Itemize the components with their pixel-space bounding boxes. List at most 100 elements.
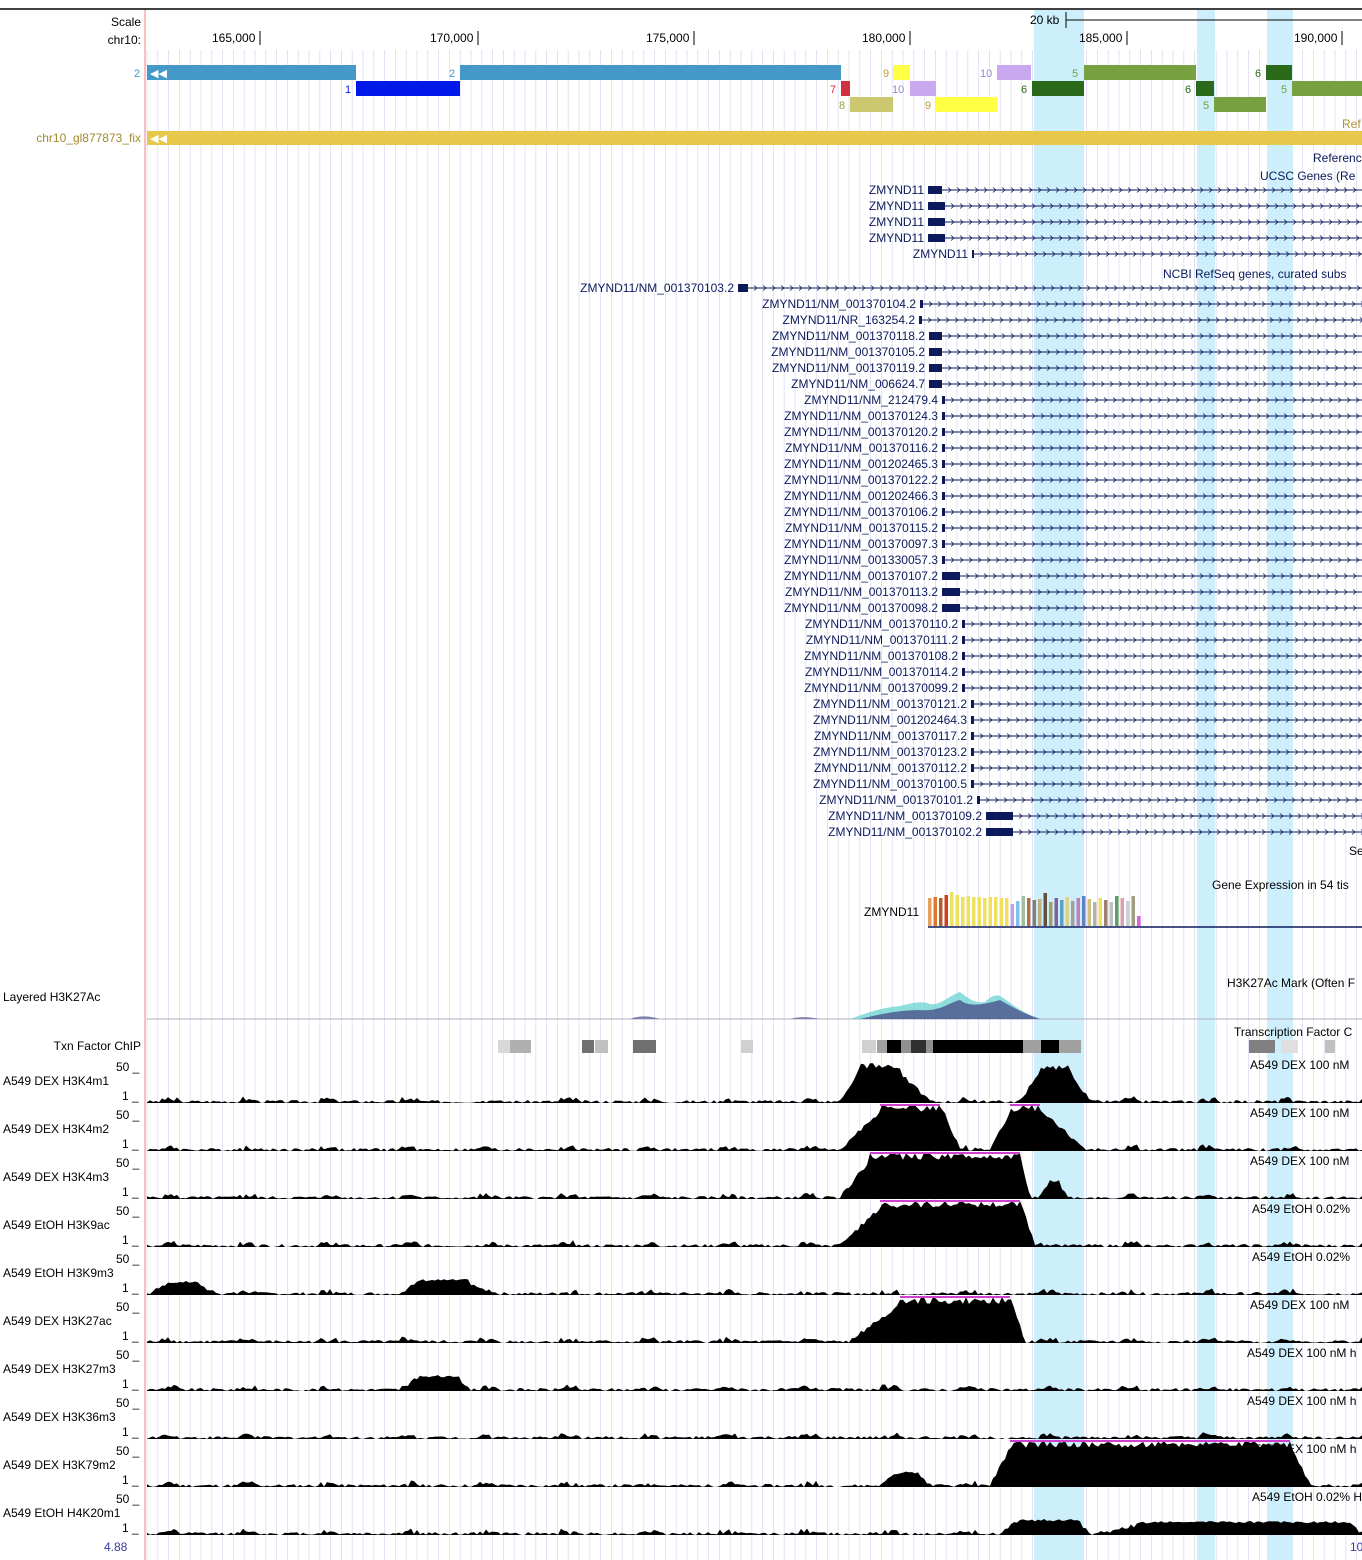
strand-arrow [1213, 653, 1218, 659]
gene-label[interactable]: ZMYND11/NM_001370097.3 [784, 537, 938, 551]
gtex-expression-bars[interactable] [0, 0, 1362, 940]
gene-label[interactable]: ZMYND11 [868, 215, 924, 229]
gene-label[interactable]: ZMYND11 [868, 183, 924, 197]
strand-arrow [1222, 637, 1227, 643]
gene-label[interactable]: ZMYND11/NM_212479.4 [804, 393, 938, 407]
gene-tracks[interactable] [0, 0, 1362, 860]
histone-track-label[interactable]: A549 DEX H3K4m3 [3, 1170, 110, 1184]
gene-label[interactable]: ZMYND11/NM_001202465.3 [784, 457, 938, 471]
gene-label[interactable]: ZMYND11 [912, 247, 968, 261]
strand-arrow [956, 187, 961, 193]
gtex-bar [944, 895, 948, 926]
strand-arrow [1090, 813, 1095, 819]
gene-label[interactable]: ZMYND11/NM_001370122.2 [784, 473, 938, 487]
strand-arrow [1186, 701, 1191, 707]
strand-arrow [1222, 733, 1227, 739]
gene-label[interactable]: ZMYND11/NM_001370100.5 [813, 777, 967, 791]
txn-factor-blocks[interactable] [0, 0, 1362, 1060]
histone-track-label[interactable]: A549 EtOH H3K9m3 [3, 1266, 114, 1280]
strand-arrow [1013, 429, 1018, 435]
strand-arrow [1184, 477, 1189, 483]
strand-arrow [1220, 429, 1225, 435]
strand-arrow [1274, 445, 1279, 451]
gene-label[interactable]: ZMYND11/NM_001370110.2 [805, 617, 958, 631]
gene-label[interactable]: ZMYND11/NM_001370116.2 [785, 441, 938, 455]
gene-label[interactable]: ZMYND11/NM_001370105.2 [771, 345, 925, 359]
gene-label[interactable]: ZMYND11/NM_001370108.2 [804, 649, 958, 663]
strand-arrow [1202, 219, 1207, 225]
gene-label[interactable]: ZMYND11/NR_163254.2 [782, 313, 915, 327]
alt-haplotype-track[interactable]: ◀◀◀◀2 2 9 10 5 61 7 10 6 68 9 55 [0, 0, 1362, 150]
strand-arrow [1018, 813, 1023, 819]
gene-label[interactable]: ZMYND11/NM_001370112.2 [814, 761, 967, 775]
gene-label[interactable]: ZMYND11/NM_001370102.2 [828, 825, 982, 839]
strand-arrow [968, 429, 973, 435]
txn-factor-label[interactable]: Txn Factor ChIP [53, 1039, 141, 1053]
gene-label[interactable]: ZMYND11 [868, 231, 924, 245]
gene-label[interactable]: ZMYND11/NM_001370117.2 [814, 729, 967, 743]
gene-label[interactable]: ZMYND11/NM_001370109.2 [828, 809, 982, 823]
histone-track-label[interactable]: A549 DEX H3K36m3 [3, 1410, 116, 1424]
gene-label[interactable]: ZMYND11/NM_001370104.2 [762, 297, 916, 311]
gene-label[interactable]: ZMYND11/NM_001370099.2 [804, 681, 958, 695]
gene-label[interactable]: ZMYND11/NM_001370098.2 [784, 601, 938, 615]
strand-arrow [1348, 733, 1353, 739]
layered-h3k27ac-signal[interactable] [0, 0, 1362, 1030]
histone-track-label[interactable]: A549 EtOH H3K9ac [3, 1218, 110, 1232]
strand-arrow [1348, 637, 1353, 643]
segment-number: 2 [449, 68, 455, 80]
gene-label[interactable]: ZMYND11/NM_001370119.2 [772, 361, 925, 375]
strand-arrow [1053, 317, 1058, 323]
strand-arrow [1100, 589, 1105, 595]
strand-arrow [1355, 219, 1360, 225]
gene-label[interactable]: ZMYND11/NM_001370103.2 [580, 281, 734, 295]
gene-label[interactable]: ZMYND11/NM_001370101.2 [819, 793, 973, 807]
gene-label[interactable]: ZMYND11/NM_001370123.2 [813, 745, 967, 759]
histone-track-label[interactable]: A549 DEX H3K4m1 [3, 1074, 110, 1088]
strand-arrow [1130, 557, 1135, 563]
gene-label[interactable]: ZMYND11/NM_001370115.2 [785, 521, 938, 535]
gene-label[interactable]: ZMYND11/NM_001370124.3 [784, 409, 938, 423]
strand-arrow [1357, 669, 1362, 675]
gene-label[interactable]: ZMYND11/NM_001370114.2 [805, 665, 958, 679]
alt-haplotype-label[interactable]: chr10_gl877873_fix [36, 131, 141, 145]
strand-arrow [1235, 365, 1240, 371]
strand-arrow [1096, 251, 1101, 257]
strand-arrow [1139, 413, 1144, 419]
gene-label[interactable]: ZMYND11/NM_001370120.2 [784, 425, 938, 439]
strand-arrow [1069, 251, 1074, 257]
strand-arrow [977, 525, 982, 531]
strand-arrow [1235, 605, 1240, 611]
layered-h3k27ac-label[interactable]: Layered H3K27Ac [3, 990, 101, 1004]
gene-label[interactable]: ZMYND11/NM_001370121.2 [813, 697, 967, 711]
histone-track-label[interactable]: A549 DEX H3K27ac [3, 1314, 112, 1328]
gene-label[interactable]: ZMYND11/NM_001370107.2 [784, 569, 938, 583]
gene-label[interactable]: ZMYND11/NM_006624.7 [791, 377, 925, 391]
gene-label[interactable]: ZMYND11/NM_001370113.2 [785, 585, 938, 599]
reference-caption: Referenc [1313, 151, 1362, 165]
gene-label[interactable]: ZMYND11 [868, 199, 924, 213]
gtex-gene-label[interactable]: ZMYND11 [864, 905, 920, 919]
strand-arrow [1283, 541, 1288, 547]
gene-label[interactable]: ZMYND11/NM_001202464.3 [813, 713, 967, 727]
gene-label[interactable]: ZMYND11/NM_001370111.2 [805, 633, 958, 647]
strand-arrow [1010, 381, 1015, 387]
histone-track-label[interactable]: A549 EtOH H4K20m1 [3, 1506, 121, 1520]
strand-arrow [1067, 203, 1072, 209]
gene-label[interactable]: ZMYND11/NM_001330057.3 [784, 553, 938, 567]
histone-track-label[interactable]: A549 DEX H3K79m2 [3, 1458, 116, 1472]
ruler-tick-label: 165,000 [212, 31, 256, 45]
strand-arrow [1062, 317, 1067, 323]
histone-track-label[interactable]: A549 DEX H3K27m3 [3, 1362, 116, 1376]
strand-arrow [1015, 685, 1020, 691]
gene-label[interactable]: ZMYND11/NM_001202466.3 [784, 489, 938, 503]
histone-track-label[interactable]: A549 DEX H3K4m2 [3, 1122, 110, 1136]
strand-arrow [1355, 461, 1360, 467]
strand-arrow [1285, 669, 1290, 675]
gene-label[interactable]: ZMYND11/NM_001370118.2 [772, 329, 925, 343]
gene-label[interactable]: ZMYND11/NM_001370106.2 [784, 505, 938, 519]
strand-arrow [1004, 445, 1009, 451]
strand-arrow [1154, 349, 1159, 355]
